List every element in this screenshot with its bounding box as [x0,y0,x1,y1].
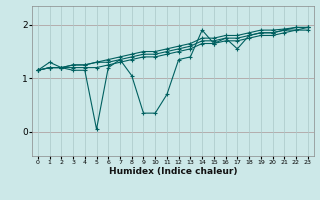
X-axis label: Humidex (Indice chaleur): Humidex (Indice chaleur) [108,167,237,176]
